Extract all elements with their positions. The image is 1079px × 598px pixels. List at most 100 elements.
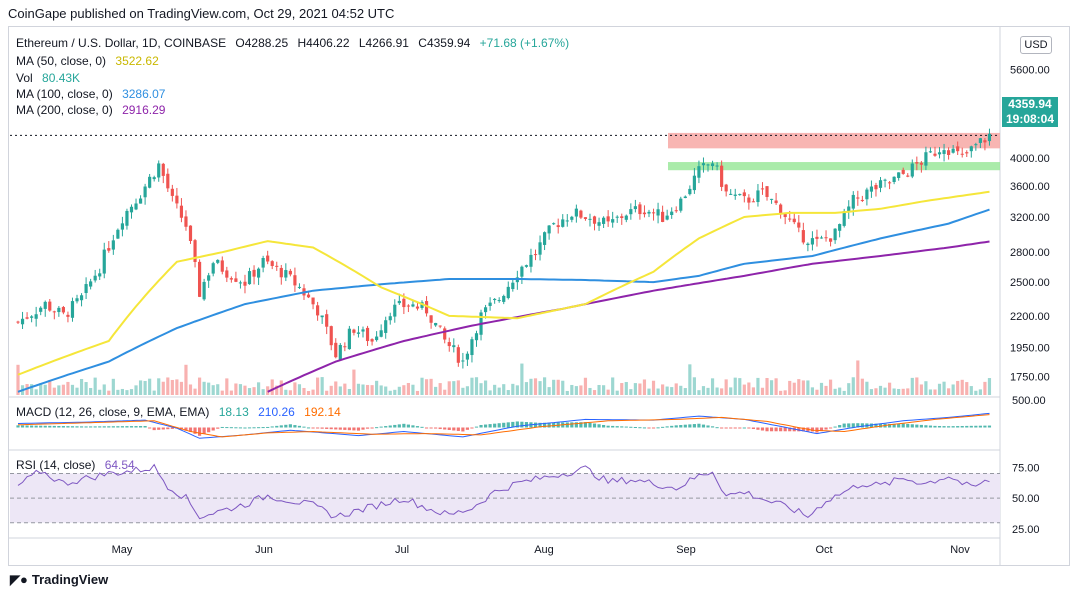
macd-histogram-bar [928,425,933,428]
volume-bar [39,383,43,395]
macd-histogram-bar [370,427,374,429]
volume-bar [111,378,115,395]
candle-body [733,194,737,196]
candle-body [860,199,864,201]
ma50-legend[interactable]: MA (50, close, 0) 3522.62 [16,54,159,68]
macd-histogram-bar [515,421,519,428]
macd-histogram-bar [134,426,138,428]
candle-body [788,218,792,220]
candle-body [66,314,70,317]
candle-body [779,204,783,215]
volume-bar [783,390,787,395]
macd-histogram-bar [606,425,610,428]
candle-body [152,177,156,180]
macd-histogram-bar [420,426,424,428]
macd-histogram-bar [769,427,774,432]
candle-body [84,284,88,294]
macd-histogram-bar [524,422,529,428]
volume-bar [847,383,851,395]
volume-bar [116,389,120,395]
candle-body [701,163,706,166]
macd-histogram-bar [824,427,828,430]
candle-body [356,332,361,334]
vol-legend[interactable]: Vol 80.43K [16,71,80,85]
macd-histogram-bar [874,423,878,428]
volume-bar [679,385,683,395]
macd-histogram-bar [579,422,583,428]
macd-histogram-bar [493,423,497,428]
volume-bar [225,378,229,395]
macd-line [17,412,990,439]
volume-bar [788,380,792,395]
macd-legend[interactable]: MACD (12, 26, close, 9, EMA, EMA) 18.13 … [16,405,341,419]
ma50-value: 3522.62 [115,54,159,68]
volume-bar [297,384,302,395]
candle-body [629,209,633,215]
ma100-legend[interactable]: MA (100, close, 0) 3286.07 [16,87,165,101]
ma200-legend[interactable]: MA (200, close, 0) 2916.29 [16,103,165,117]
candle-body [765,186,769,197]
volume-bar [334,381,338,395]
macd-histogram-bar [93,426,97,428]
rsi-legend[interactable]: RSI (14, close) 64.54 [16,458,135,472]
volume-bar [874,388,878,395]
macd-histogram-bar [193,427,197,434]
volume-bar [30,384,34,395]
macd-histogram-bar [465,427,470,430]
candle-body [493,298,497,301]
volume-bar [760,387,765,395]
candle-body [588,218,592,220]
candle-body [987,133,992,142]
candle-body [801,230,805,243]
candle-body [143,186,147,198]
macd-histogram-bar [765,427,769,432]
macd-histogram-bar [847,423,851,428]
macd-histogram-bar [638,427,642,429]
volume-bar [238,384,243,395]
candle-body [465,353,470,360]
candle-body [529,254,533,267]
macd-histogram-bar [79,426,84,428]
candle-body [306,294,311,298]
symbol-title[interactable]: Ethereum / U.S. Dollar, 1D, COINBASE [16,36,227,50]
candle-body [43,301,47,309]
macd-line-value: 210.26 [258,405,295,419]
open-value: O4288.25 [235,36,289,50]
candle-body [388,316,392,321]
candle-body [661,211,665,222]
volume-bar [493,384,497,395]
candle-body [257,268,261,278]
volume-bar [851,377,855,395]
volume-bar [520,363,524,395]
macd-histogram-bar [266,426,270,428]
currency-button[interactable]: USD [1020,36,1052,54]
macd-histogram-bar [188,427,193,432]
macd-histogram-bar [488,424,492,428]
candle-body [452,345,456,348]
volume-bar [942,381,946,395]
macd-histogram-bar [34,425,38,428]
volume-bar [937,383,942,395]
macd-histogram-bar [84,426,88,428]
candle-body [665,215,669,220]
volume-bar [338,386,342,395]
volume-bar [983,381,987,395]
volume-bar [828,379,833,395]
tradingview-footer[interactable]: ◤● TradingView [10,572,108,588]
candle-body [956,146,960,152]
macd-histogram-bar [316,427,320,429]
candle-body [125,210,129,226]
volume-bar [302,387,306,395]
candle-body [288,270,292,275]
macd-histogram-bar [138,426,143,428]
volume-bar [284,389,288,395]
macd-histogram-bar [520,421,524,428]
price-tick-label: 5600.00 [1010,64,1050,76]
close-value: C4359.94 [418,36,471,50]
volume-bar [588,387,592,395]
macd-histogram-bar [801,427,805,432]
macd-histogram-bar [202,427,206,435]
macd-histogram-bar [311,427,315,429]
volume-bar [157,378,161,395]
